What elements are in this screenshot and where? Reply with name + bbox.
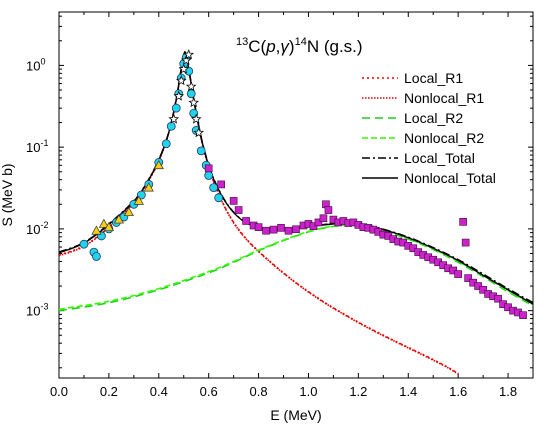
data-point-circle (214, 193, 224, 203)
x-tick-label: 1.2 (349, 384, 367, 399)
y-tick-labels: 10-3 10-2 10-1 100 (26, 56, 48, 318)
data-point-square (454, 270, 462, 278)
series-line-local-r1 (59, 51, 459, 375)
y-tick-label: 10-3 (26, 302, 48, 319)
data-point-square (314, 218, 323, 227)
title-element-a: C( (248, 37, 266, 56)
plot-frame (58, 11, 534, 379)
x-tick-label: 1.6 (449, 384, 467, 399)
legend-label-nonlocal-total: Nonlocal_Total (404, 170, 496, 186)
x-axis-label: E (MeV) (270, 407, 321, 423)
data-point-triangle (103, 221, 114, 232)
legend-label-nonlocal-r1: Nonlocal_R1 (404, 90, 484, 106)
title-close: ) (289, 37, 295, 56)
title-projectile: p (265, 37, 275, 56)
x-tick-label: 0.6 (200, 384, 218, 399)
data-point-square (217, 180, 225, 189)
data-point-square (461, 238, 470, 247)
title-mass-a: 13 (236, 36, 248, 48)
data-point-triangle (113, 214, 124, 224)
data-point-star (193, 127, 205, 138)
data-point-star (175, 75, 187, 86)
data-point-star (168, 113, 180, 124)
data-point-square (409, 244, 418, 253)
x-tick-labels: 0.0 0.2 0.4 0.6 0.8 1.0 1.2 1.4 1.6 1.8 (50, 384, 517, 399)
data-point-circle (166, 121, 176, 131)
legend: Local_R1 Nonlocal_R1 Local_R2 Nonlocal_R2 Lo… (362, 70, 496, 186)
legend-label-local-r1: Local_R1 (404, 70, 463, 86)
data-point-square (269, 225, 278, 234)
title-gamma: γ (280, 37, 290, 56)
data-point-circle (171, 103, 181, 113)
data-point-square (459, 218, 467, 226)
chart-title: 13C(p,γ)14N (g.s.) (236, 36, 363, 56)
x-tick-label: 1.4 (399, 384, 417, 399)
y-tick-label: 10-2 (26, 220, 48, 237)
data-point-square (204, 164, 213, 173)
x-tick-label: 0.0 (50, 384, 68, 399)
y-tick-label: 100 (26, 56, 45, 73)
data-point-star (178, 63, 190, 74)
data-point-circle (209, 183, 219, 193)
series-line-nonlocal-total (59, 51, 533, 305)
data-point-triangle (98, 218, 110, 228)
data-point-square (229, 197, 238, 205)
data-point-star (185, 81, 197, 92)
data-point-circle (161, 139, 171, 149)
data-point-circle (196, 146, 206, 156)
y-axis-label: S (MeV b) (0, 163, 15, 226)
data-point-square (242, 217, 250, 225)
data-point-star (190, 113, 202, 124)
data-point-triangle (123, 206, 134, 217)
series-line-nonlocal-r1 (59, 51, 459, 375)
y-tick-label: 10-1 (26, 138, 48, 155)
title-element-b: N (g.s.) (307, 37, 363, 56)
x-tick-label: 1.0 (299, 384, 317, 399)
data-point-square (254, 223, 263, 231)
data-point-square (262, 226, 270, 235)
data-point-star (188, 97, 200, 108)
legend-label-local-total: Local_Total (404, 150, 475, 166)
series-line-local-r2 (59, 224, 533, 312)
data-point-triangle (133, 195, 144, 205)
data-point-square (234, 206, 243, 214)
legend-label-local-r2: Local_R2 (404, 110, 463, 126)
series-line-nonlocal-r2 (59, 224, 533, 311)
data-point-circle (204, 171, 214, 180)
data-point-triangle (153, 160, 164, 170)
data-point-square (324, 206, 333, 214)
x-tick-label: 0.2 (100, 384, 118, 399)
x-tick-label: 0.4 (150, 384, 168, 399)
axis-ticks (58, 12, 534, 378)
data-point-star (183, 49, 195, 60)
data-point-star (180, 54, 192, 65)
x-tick-label: 1.8 (499, 384, 517, 399)
data-point-square (319, 214, 328, 223)
data-point-square (277, 224, 285, 232)
data-point-circle (79, 239, 89, 249)
title-comma: , (276, 37, 281, 56)
data-point-triangle (91, 225, 102, 235)
data-point-square (292, 225, 300, 234)
data-point-square (284, 226, 293, 235)
data-point-triangle (143, 182, 154, 192)
experimental-points (79, 49, 527, 319)
legend-label-nonlocal-r2: Nonlocal_R2 (404, 130, 484, 146)
data-point-square (519, 311, 527, 319)
data-point-circle (186, 89, 196, 99)
x-tick-label: 0.8 (250, 384, 268, 399)
data-point-square (479, 285, 487, 294)
data-point-square (494, 294, 502, 303)
data-point-star (173, 90, 185, 101)
data-point-square (464, 274, 472, 282)
title-mass-b: 14 (295, 36, 307, 48)
data-point-circle (92, 252, 101, 261)
